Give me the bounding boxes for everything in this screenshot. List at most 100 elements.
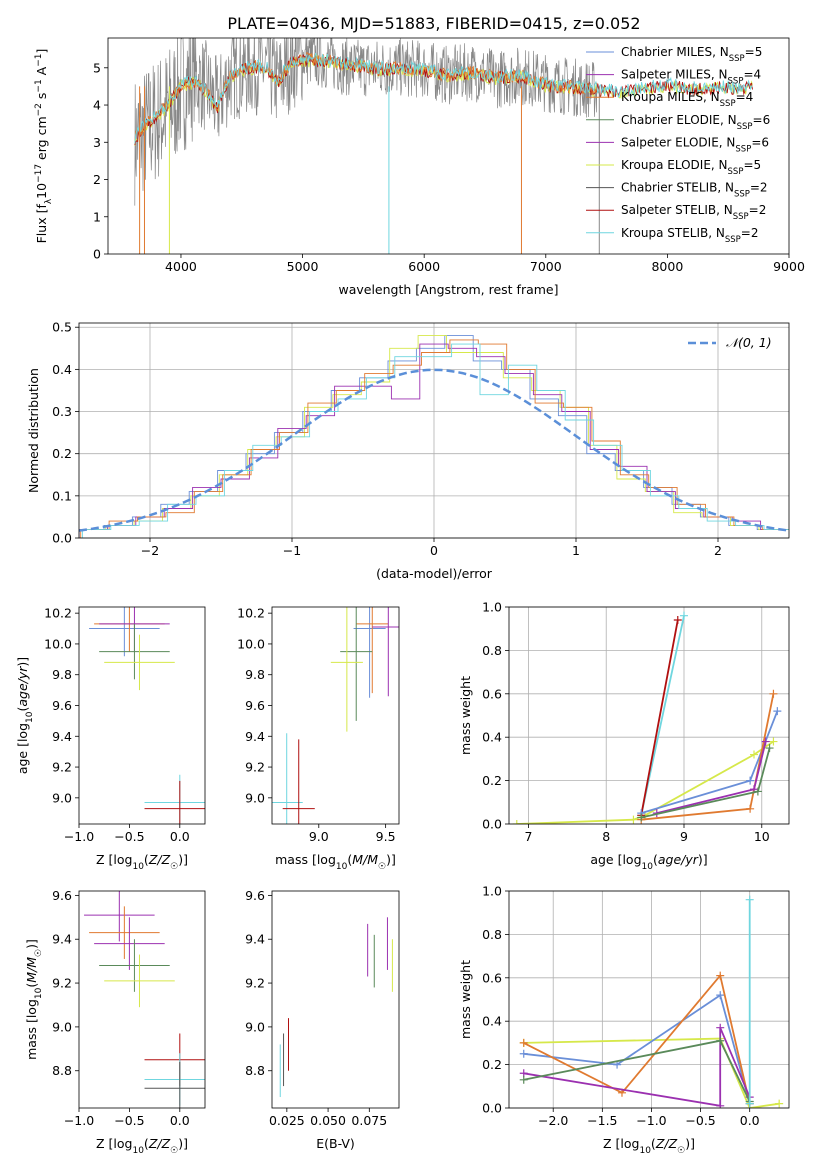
y-tick-label: 10.2 <box>237 606 265 621</box>
y-tick-label: 1 <box>93 209 101 224</box>
x-tick-label: 0.0 <box>170 1113 190 1128</box>
y-tick-label: 0.4 <box>482 1014 502 1029</box>
x-tick-label: −2.0 <box>538 1113 568 1128</box>
legend-subscript: SSP <box>734 190 750 200</box>
weight-marker <box>716 991 725 1000</box>
label-part: age [log <box>15 723 30 774</box>
legend-count: =2 <box>750 181 768 195</box>
label-part: age/yr <box>15 666 30 707</box>
y-tick-label: 3 <box>93 135 101 150</box>
mass-weight-vs-metallicity-panel: −2.0 −1.5 −1.0 −0.5 0.0 0.0 0.2 0.4 0.6 0.8 1.0 Z [… <box>458 884 790 1156</box>
legend-entry: 𝒩(0, 1) <box>726 335 772 350</box>
label-part: )] <box>178 1136 188 1151</box>
label-part: ( <box>651 1136 656 1151</box>
weight-marker <box>680 611 688 620</box>
y-tick-label: 9.4 <box>52 932 72 947</box>
x-tick-label: 6000 <box>408 259 440 274</box>
y-tick-label: 9.8 <box>52 667 72 682</box>
y-tick-label: 9.0 <box>245 1019 265 1034</box>
label-part: age [log <box>590 852 641 867</box>
x-tick-label: 0 <box>430 543 438 558</box>
label-part: 10 <box>34 987 44 999</box>
weight-line <box>523 973 751 1104</box>
axes-frame <box>508 606 790 825</box>
y-tick-label: 0.0 <box>52 531 72 546</box>
x-axis-label: age [log10(age/yr)] <box>590 852 707 872</box>
legend-name: Chabrier ELODIE, N <box>621 113 737 127</box>
weight-marker <box>519 1049 528 1058</box>
weight-marker <box>716 1023 725 1032</box>
weight-marker <box>745 895 754 904</box>
label-part: Z/Z <box>148 852 171 867</box>
legend-subscript: SSP <box>720 99 736 109</box>
x-tick-label: 0.025 <box>269 1113 305 1128</box>
label-part: M/M <box>352 852 378 867</box>
y-tick-label: 9.2 <box>245 976 265 991</box>
legend-subscript: SSP <box>737 122 753 132</box>
weight-line <box>640 710 779 814</box>
legend-entry: Chabrier ELODIE, NSSP=6 <box>621 113 770 132</box>
histogram-step <box>80 339 789 538</box>
weight-marker <box>629 815 638 824</box>
legend-name: Chabrier STELIB, N <box>621 181 734 195</box>
weight-lines <box>512 611 782 824</box>
y-tick-label: 8.8 <box>52 1063 72 1078</box>
x-tick-label: 7000 <box>530 259 562 274</box>
y-tick-label: 4 <box>93 98 101 113</box>
y-axis-label: Normed distribution <box>26 368 41 493</box>
x-tick-label: −0.5 <box>685 1113 715 1128</box>
label-part: ( <box>144 852 149 867</box>
axes-frame <box>107 37 790 255</box>
y-tick-label: 2 <box>93 172 101 187</box>
y-tick-label: 0.2 <box>52 446 72 461</box>
mass-vs-ebv-panel: 0.025 0.050 0.075 8.8 9.0 9.2 9.4 9.6 E(B-V) <box>245 888 400 1151</box>
label-part: −1 <box>34 54 44 67</box>
x-axis-label: Z [log10(Z/Z☉)] <box>96 852 188 872</box>
y-tick-label: 1.0 <box>482 884 502 899</box>
y-tick-label: 0.3 <box>52 404 72 419</box>
label-part: mass [log <box>275 852 336 867</box>
label-part: −1 <box>34 79 44 92</box>
weight-marker <box>716 971 725 980</box>
label-part: 10 <box>642 862 654 872</box>
y-tick-label: 9.6 <box>52 698 72 713</box>
y-tick-label: 0.2 <box>482 1057 502 1072</box>
axes-frame <box>271 890 400 1109</box>
label-part: ☉ <box>378 862 386 872</box>
y-tick-label: 9.4 <box>52 729 72 744</box>
legend-entry: Chabrier MILES, NSSP=5 <box>621 45 762 64</box>
label-part: −17 <box>34 164 44 183</box>
label-part: ( <box>347 852 352 867</box>
y-tick-label: 0.1 <box>52 488 72 503</box>
weight-line <box>523 1037 780 1108</box>
x-tick-label: 8 <box>602 829 610 844</box>
x-tick-label: 0.0 <box>740 1113 760 1128</box>
axes-frame <box>271 606 400 825</box>
x-tick-label: 9 <box>680 829 688 844</box>
weight-marker <box>746 776 755 785</box>
x-tick-label: −1.0 <box>64 829 94 844</box>
x-tick-label: 0.075 <box>351 1113 387 1128</box>
legend-name: Chabrier MILES, N <box>621 45 729 59</box>
weight-marker <box>637 813 646 822</box>
legend-count: =2 <box>741 226 759 240</box>
x-tick-label: −2 <box>141 543 159 558</box>
legend-entry: Salpeter ELODIE, NSSP=6 <box>621 135 769 154</box>
y-tick-label: 5 <box>93 60 101 75</box>
x-tick-label: 4000 <box>165 259 197 274</box>
weight-marker <box>519 1075 528 1084</box>
weight-marker <box>773 707 782 716</box>
label-part: 10 <box>25 711 35 723</box>
y-tick-label: 9.0 <box>52 1019 72 1034</box>
label-part: 10 <box>336 862 348 872</box>
label-part: ( <box>24 983 39 988</box>
x-tick-label: −1.0 <box>636 1113 666 1128</box>
x-tick-label: −1.5 <box>587 1113 617 1128</box>
x-tick-label: 9.0 <box>309 829 329 844</box>
label-part: )] <box>386 852 396 867</box>
x-tick-label: 0.050 <box>310 1113 346 1128</box>
label-part: )] <box>178 852 188 867</box>
y-tick-label: 9.2 <box>245 760 265 775</box>
label-part: M/M <box>24 957 39 983</box>
